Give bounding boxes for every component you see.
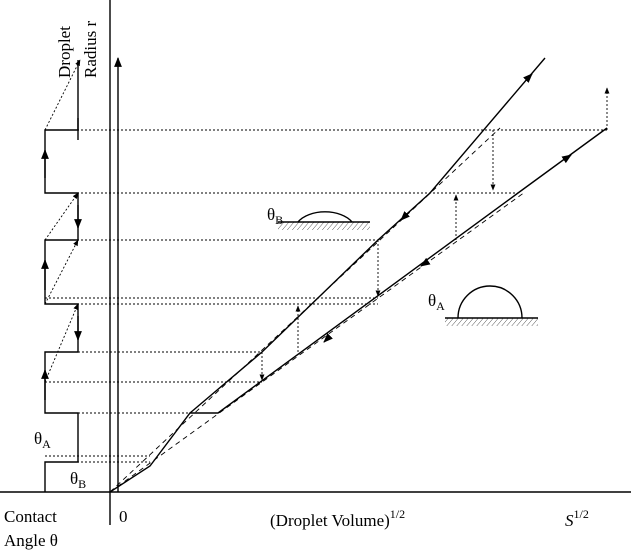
angle-staircase [45,60,78,492]
arrow [324,340,326,342]
subscript: B [275,213,283,227]
x-label: (Droplet Volume)1/2 [270,507,405,530]
s-label: S1/2 [565,507,589,530]
subscript: B [78,477,86,491]
guide-lines [45,130,607,462]
receding-line [110,192,525,492]
subscript: A [436,299,445,313]
x-label-text: (Droplet Volume) [270,511,390,530]
x-label-sup: 1/2 [390,507,405,521]
angle-symbol: θB [70,469,86,491]
symbol: θ [70,469,78,488]
surface [278,222,370,230]
advancing-path [190,58,545,413]
subscript: A [42,437,51,451]
y-label: Droplet [55,26,74,78]
diagram: Droplet Radius r Contact Angle θ 0 (Drop… [0,0,631,556]
surface [445,318,538,326]
droplet-b [298,212,352,222]
angle-symbol: θB [267,205,283,227]
symbol: θ [267,205,275,224]
symbol: θ [34,429,42,448]
s-label-sup: 1/2 [574,507,589,521]
angle-label: Contact [4,507,57,526]
droplet-a [458,286,522,318]
symbol: θ [428,291,436,310]
receding-path [110,128,607,492]
origin-label: 0 [119,507,128,526]
angle-symbol: θA [34,429,51,451]
y-label: Radius r [81,21,100,78]
angle-label: Angle θ [4,531,58,550]
angle-symbol: θA [428,291,445,313]
